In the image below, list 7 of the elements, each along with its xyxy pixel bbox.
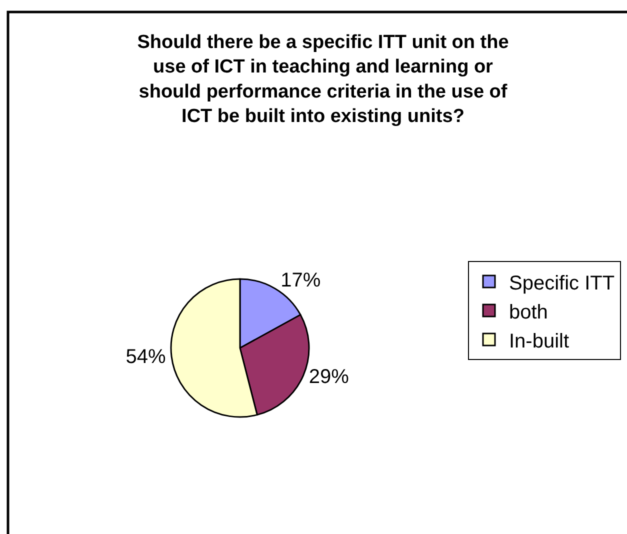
data-label: 17% [280,269,321,292]
legend-label: In-built [509,330,570,352]
legend-label: Specific ITT [509,272,615,294]
chart-title: Should there be a specific ITT unit on the use of ICT in teaching and learning or should performance criteria in the use of ICT be built into existing units? [137,32,509,128]
data-label: 29% [308,366,350,388]
legend-label: both [509,301,548,324]
data-label: 54% [126,346,166,368]
